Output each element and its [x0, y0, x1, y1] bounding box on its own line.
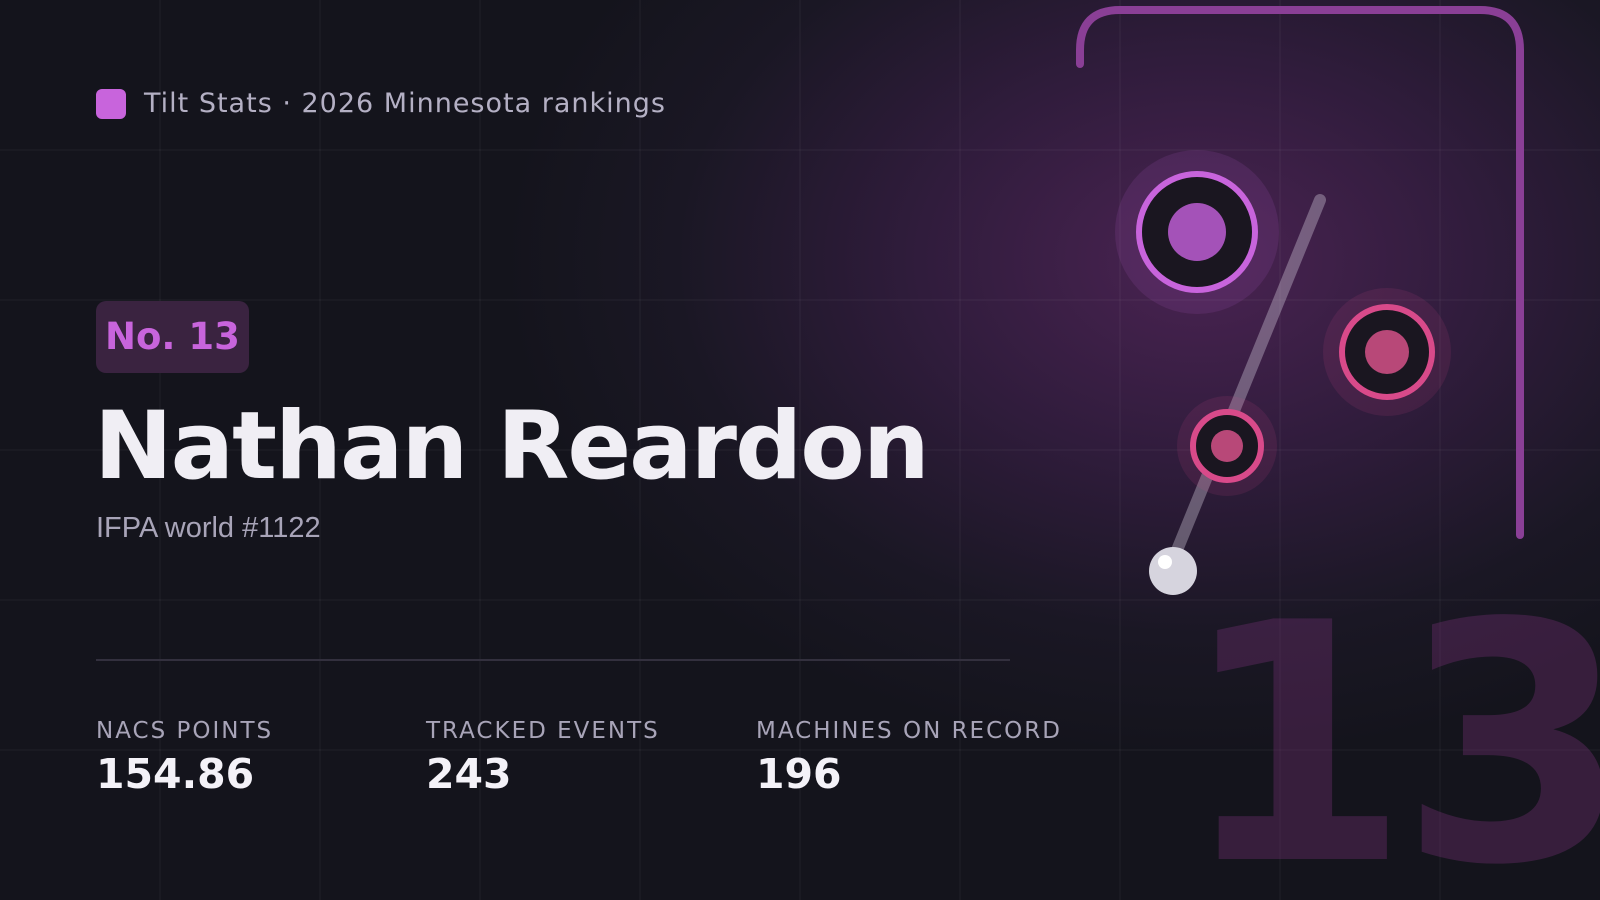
player-name: Nathan Reardon: [94, 392, 930, 501]
stat-value: 154.86: [96, 750, 255, 798]
stat-label: MACHINES ON RECORD: [756, 718, 1062, 744]
stat: MACHINES ON RECORD 196: [756, 718, 1062, 798]
stat: NACS POINTS 154.86: [96, 718, 273, 798]
rank-badge: No. 13: [96, 301, 249, 373]
stat: TRACKED EVENTS 243: [426, 718, 660, 798]
rank-watermark: 13: [1180, 553, 1600, 900]
stat-value: 196: [756, 750, 842, 798]
brand: Tilt Stats · 2026 Minnesota rankings: [96, 88, 666, 119]
player-subtitle: IFPA world #1122: [96, 512, 321, 544]
brand-text: Tilt Stats · 2026 Minnesota rankings: [144, 88, 666, 119]
stat-label: NACS POINTS: [96, 718, 274, 744]
brand-logo: [96, 88, 126, 119]
stat-label: TRACKED EVENTS: [426, 718, 660, 744]
divider: [96, 659, 1010, 661]
stat-value: 243: [426, 750, 512, 798]
